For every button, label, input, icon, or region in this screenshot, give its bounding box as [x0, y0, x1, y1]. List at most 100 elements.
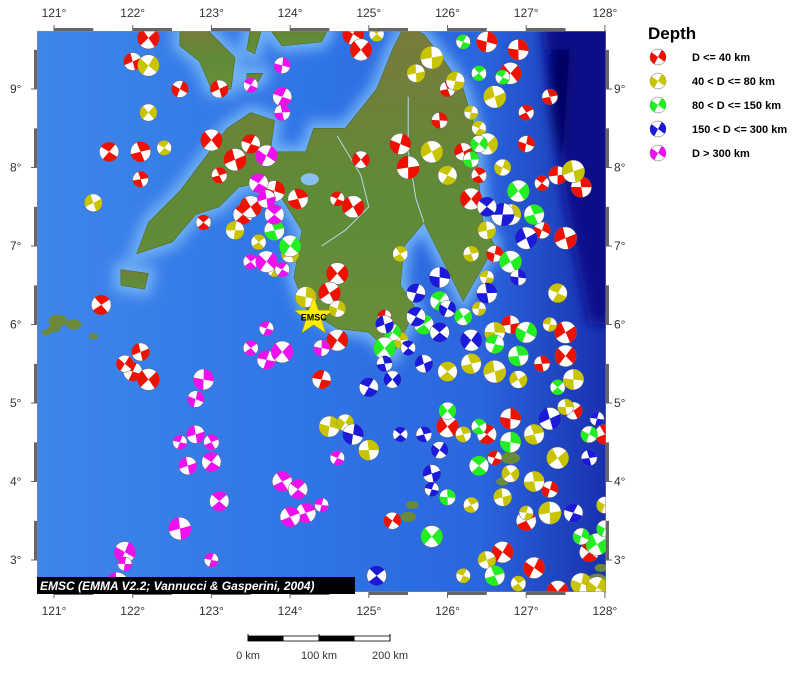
beachball-compression	[431, 112, 448, 129]
beachball-compression	[392, 332, 409, 349]
beachball-compression	[203, 452, 220, 472]
lat-label-right: 4°	[614, 475, 626, 489]
focal-mechanism-beachball	[200, 128, 223, 152]
focal-mechanism-beachball	[596, 496, 606, 514]
beachball-compression	[524, 204, 544, 225]
beachball-compression	[244, 77, 258, 93]
focal-mechanism-beachball	[368, 31, 385, 42]
focal-mechanism-beachball	[242, 253, 259, 270]
focal-mechanism-beachball	[561, 159, 585, 183]
lat-label-right: 6°	[614, 318, 626, 332]
beachball-compression	[446, 71, 465, 91]
lon-label-top: 128°	[592, 6, 617, 20]
beachball-compression	[438, 165, 457, 185]
star-label: EMSC	[301, 313, 328, 323]
island	[270, 31, 328, 47]
legend-title: Depth	[648, 24, 696, 43]
beachball-compression	[523, 558, 545, 578]
frame-segment	[606, 560, 609, 592]
legend-item: D <= 40 km	[649, 48, 750, 66]
beachball-compression	[171, 81, 189, 97]
focal-mechanism-beachball	[192, 368, 215, 391]
beachball-compression	[483, 360, 506, 383]
frame-segment	[606, 246, 609, 286]
beachball-compression	[554, 322, 577, 343]
beachball-compression	[84, 194, 103, 212]
beachball-compression	[472, 418, 486, 435]
beachball-compression	[257, 350, 276, 370]
focal-mechanism-beachball	[366, 565, 387, 586]
beachball-compression	[420, 46, 444, 69]
beachball-compression	[586, 577, 606, 592]
frame-segment	[606, 363, 609, 403]
focal-mechanism-beachball	[493, 158, 512, 177]
frame-segment	[408, 592, 448, 595]
frame-segment	[606, 49, 609, 89]
focal-mechanism-beachball	[462, 151, 480, 168]
beachball-compression	[416, 426, 432, 443]
beachball-compression	[477, 551, 496, 569]
focal-mechanism-beachball	[259, 320, 274, 336]
frame-segment	[606, 31, 609, 50]
focal-mechanism-beachball	[359, 377, 379, 398]
focal-mechanism-beachball	[420, 45, 444, 70]
focal-mechanism-beachball	[562, 368, 585, 391]
beachball-compression	[92, 295, 110, 315]
focal-mechanism-beachball	[471, 301, 487, 317]
beachball-compression	[275, 262, 289, 277]
beachball-compression	[533, 222, 551, 239]
beachball-compression	[342, 197, 365, 217]
frame-segment	[34, 31, 37, 50]
beachball-compression	[501, 315, 520, 334]
beachball-compression	[204, 552, 219, 568]
focal-mechanism-beachball	[241, 134, 261, 154]
focal-mechanism-beachball	[477, 550, 497, 570]
island	[405, 501, 419, 510]
focal-mechanism-beachball	[406, 283, 426, 303]
beachball-compression	[500, 431, 521, 453]
frame-segment	[34, 520, 37, 560]
focal-mechanism-beachball	[546, 580, 569, 592]
frame-segment	[486, 28, 527, 31]
focal-mechanism-beachball	[596, 519, 606, 538]
focal-mechanism-beachball	[477, 220, 497, 240]
focal-mechanism-beachball	[470, 135, 488, 153]
lat-label-right: 3°	[614, 553, 626, 567]
map-frame	[34, 28, 609, 595]
legend-item: 80 < D <= 150 km	[649, 96, 781, 114]
focal-mechanism-beachball	[476, 31, 498, 53]
frame-segment	[34, 403, 37, 443]
island	[400, 511, 417, 522]
focal-mechanism-beachball	[580, 449, 598, 467]
beachball-compression	[548, 283, 567, 303]
beachball-compression	[515, 227, 538, 249]
focal-mechanism-beachball	[499, 408, 522, 430]
focal-mechanism-beachball	[392, 426, 409, 443]
map-area: EMSC	[37, 31, 606, 592]
frame-segment	[447, 592, 487, 595]
beachball-compression	[484, 565, 505, 586]
focal-mechanism-beachball	[509, 269, 527, 286]
legend-label: 80 < D <= 150 km	[692, 100, 781, 112]
beachball-compression	[342, 424, 364, 445]
frame-segment	[526, 28, 566, 31]
focal-mechanism-beachball	[311, 369, 332, 390]
focal-mechanism-beachball	[171, 80, 189, 98]
focal-mechanism-beachball	[373, 336, 396, 360]
beachball-compression	[429, 267, 451, 288]
beachball-compression	[371, 31, 383, 42]
beachball-compression	[508, 345, 529, 367]
focal-mechanism-beachball	[439, 488, 456, 506]
lat-label-left: 3°	[10, 553, 22, 567]
beachball-compression	[511, 575, 525, 592]
focal-mechanism-beachball	[589, 411, 605, 427]
beachball-compression	[280, 506, 300, 527]
beachball-compression	[431, 322, 448, 343]
beachball-compression	[564, 503, 583, 523]
lat-label-left: 4°	[10, 475, 22, 489]
beachball-compression	[137, 31, 160, 47]
beachball-compression	[172, 435, 187, 450]
focal-mechanism-beachball	[547, 283, 568, 303]
beachball-compression	[596, 524, 606, 537]
frame-segment	[606, 403, 609, 443]
